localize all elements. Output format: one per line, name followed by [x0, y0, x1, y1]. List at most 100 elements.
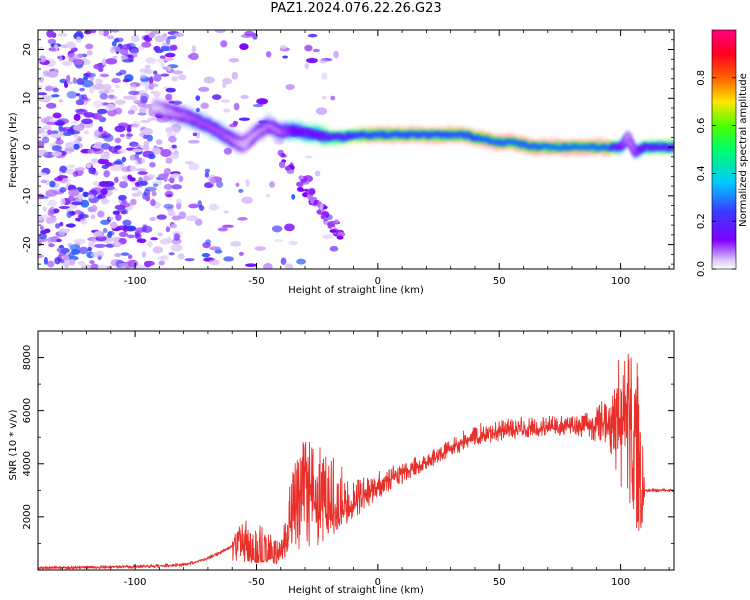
speckle-blob: [87, 30, 97, 34]
speckle-blob: [73, 139, 81, 144]
speckle-blob: [256, 98, 269, 105]
speckle-blob: [58, 124, 63, 132]
speckle-blob: [66, 211, 73, 219]
speckle-blob: [161, 254, 169, 262]
speckle-blob: [145, 57, 157, 64]
speckle-blob: [59, 165, 68, 174]
speckle-blob: [136, 89, 148, 94]
speckle-blob: [304, 62, 309, 70]
speckle-blob: [238, 188, 244, 193]
speckle-blob: [101, 58, 107, 66]
speckle-blob: [240, 94, 249, 100]
speckle-blob: [252, 104, 264, 108]
spectrogram-y-axis: -20 -10 0 10 20: [22, 29, 674, 265]
speckle-blob: [119, 180, 128, 189]
spectrogram-x-tick-label: 100: [611, 276, 630, 287]
speckle-blob: [41, 136, 50, 144]
speckle-blob: [132, 144, 142, 148]
speckle-blob: [238, 117, 251, 121]
speckle-blob: [200, 102, 209, 109]
snr-x-tick-label: 100: [611, 577, 630, 588]
speckle-blob: [152, 183, 159, 188]
speckle-blob: [296, 181, 304, 187]
speckle-blob: [152, 246, 164, 254]
speckle-blob: [60, 259, 65, 264]
speckle-blob: [146, 134, 153, 142]
spectrogram-x-label: Height of straight line (km): [288, 285, 424, 296]
speckle-blob: [118, 194, 127, 201]
colorbar-label: Normalized spectral amplitude: [738, 73, 749, 227]
spectrogram-y-tick-label: 0: [22, 144, 33, 150]
speckle-blob: [102, 30, 109, 37]
speckle-blob: [204, 172, 210, 178]
speckle-blob: [139, 106, 147, 114]
speckle-blob: [144, 64, 151, 69]
speckle-blob: [195, 95, 201, 101]
speckle-blob: [162, 66, 168, 70]
speckle-blob: [38, 76, 45, 83]
speckle-blob: [79, 87, 85, 92]
speckle-blob: [150, 199, 156, 207]
speckle-blob: [166, 65, 172, 72]
speckle-blob: [51, 145, 63, 152]
speckle-blob: [167, 177, 175, 183]
speckle-blob: [223, 108, 231, 113]
speckle-blob: [75, 93, 80, 97]
speckle-blob: [66, 164, 76, 169]
speckle-blob: [52, 112, 62, 119]
speckle-blob: [43, 125, 52, 131]
speckle-blob: [244, 30, 255, 37]
speckle-blob: [130, 34, 140, 43]
speckle-blob: [105, 103, 116, 111]
speckle-blob: [184, 160, 194, 165]
speckle-blob: [92, 180, 100, 186]
speckle-blob: [72, 171, 79, 177]
speckle-blob: [122, 43, 133, 50]
speckle-blob: [188, 162, 200, 171]
speckle-blob: [171, 76, 179, 82]
speckle-blob: [122, 95, 135, 100]
speckle-blob: [220, 99, 231, 103]
speckle-blob: [279, 161, 286, 169]
speckle-blob: [312, 48, 320, 53]
speckle-blob: [155, 139, 163, 145]
speckle-blob: [232, 120, 239, 126]
speckle-blob: [228, 58, 240, 63]
speckle-blob: [171, 184, 183, 190]
speckle-blob: [122, 219, 132, 226]
speckle-blob: [68, 252, 75, 259]
snr-background: [38, 331, 674, 570]
speckle-blob: [209, 177, 216, 185]
speckle-blob: [321, 72, 328, 81]
speckle-blob: [53, 68, 59, 72]
speckle-blob: [68, 195, 75, 202]
speckle-blob: [168, 252, 175, 256]
speckle-blob: [144, 186, 157, 192]
speckle-blob: [65, 223, 76, 228]
speckle-blob: [114, 125, 126, 133]
speckle-blob: [307, 188, 316, 196]
colorbar-tick-label: 0.2: [696, 213, 707, 229]
snr-line: [38, 353, 674, 570]
speckle-blob: [129, 83, 137, 92]
snr-panel: -100 -50 0 50 100 2000 4000 6000 8000 Height of…: [8, 330, 675, 596]
speckle-blob: [265, 51, 272, 58]
spectrogram-x-tick-label: -50: [248, 276, 264, 287]
speckle-blob: [131, 94, 138, 102]
speckle-blob: [126, 234, 135, 239]
speckle-blob: [269, 181, 275, 189]
speckle-blob: [38, 215, 44, 221]
speckle-blob: [51, 151, 63, 157]
speckle-blob: [114, 204, 126, 210]
speckle-blob: [121, 156, 127, 163]
speckle-blob: [143, 260, 155, 266]
speckle-blob: [59, 186, 67, 193]
speckle-blob: [176, 201, 182, 210]
speckle-blob: [285, 84, 295, 91]
speckle-blob: [211, 94, 222, 100]
speckle-blob: [282, 55, 288, 59]
speckle-blob: [168, 135, 177, 143]
speckle-blob: [107, 231, 113, 238]
speckle-blob: [51, 130, 59, 135]
speckle-blob: [333, 50, 339, 59]
